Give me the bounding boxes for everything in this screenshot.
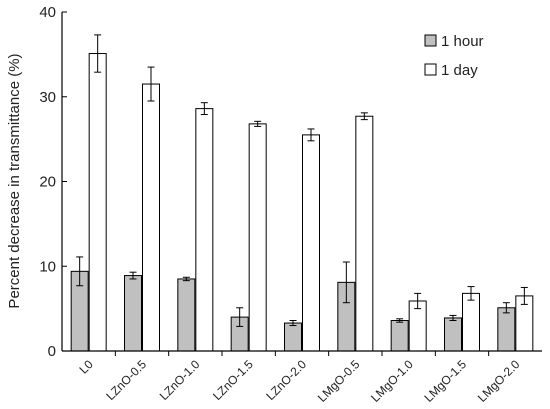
error-bar-1-hour-lmgo-2-0 <box>502 302 510 314</box>
x-tick-label-lzno-1-5: LZnO-1.5 <box>210 357 256 403</box>
error-bar-1-day-lzno-0-5 <box>147 66 155 102</box>
error-bar-1-hour-lmgo-1-5 <box>449 314 457 321</box>
bar-1-day-lmgo-1-5 <box>462 292 480 352</box>
x-tick-label-lmgo-2-0: LMgO-2.0 <box>475 357 523 405</box>
y-tick-label-40: 40 <box>39 4 56 21</box>
error-bar-1-day-lzno-1-0 <box>200 102 208 116</box>
bar-1-day-l0 <box>88 53 107 352</box>
error-bar-1-hour-lzno-0-5 <box>129 271 137 280</box>
y-axis-title: Percent decrease in transmittance (%) <box>6 53 23 308</box>
legend: 1 hour 1 day <box>424 33 484 79</box>
error-bar-1-day-lmgo-1-0 <box>414 292 422 310</box>
bar-1-hour-lmgo-1-0 <box>390 319 409 352</box>
x-tick-label-lmgo-0-5: LMgO-0.5 <box>315 357 363 405</box>
error-bar-1-hour-lmgo-0-5 <box>342 261 350 304</box>
error-bar-1-hour-lzno-2-0 <box>289 319 297 327</box>
error-bar-1-hour-l0 <box>76 256 84 287</box>
x-tick-label-l0: L0 <box>76 357 96 377</box>
error-bar-1-day-lmgo-0-5 <box>360 112 368 121</box>
error-bar-1-hour-lzno-1-5 <box>236 307 244 327</box>
bar-1-day-lzno-1-5 <box>248 123 267 352</box>
legend-label-1-hour: 1 hour <box>441 33 484 50</box>
error-bar-1-hour-lmgo-1-0 <box>396 318 404 323</box>
bar-1-hour-lmgo-1-5 <box>444 317 462 352</box>
y-tick-label-20: 20 <box>39 174 56 191</box>
x-tick-label-lzno-0-5: LZnO-0.5 <box>103 357 149 403</box>
x-tick-label-lmgo-1-5: LMgO-1.5 <box>421 357 469 405</box>
y-tick-label-30: 30 <box>39 89 56 106</box>
y-tick-label-0: 0 <box>48 343 56 360</box>
legend-swatch-1-hour <box>424 34 437 47</box>
error-bar-1-day-l0 <box>94 34 102 73</box>
bars-layer <box>70 53 534 352</box>
bar-1-day-lzno-1-0 <box>195 108 214 352</box>
x-tick-label-lzno-2-0: LZnO-2.0 <box>263 357 309 403</box>
error-bar-1-day-lzno-1-5 <box>254 120 262 127</box>
legend-label-1-day: 1 day <box>441 62 478 79</box>
bar-1-day-lzno-2-0 <box>302 134 320 352</box>
error-bar-1-hour-lzno-1-0 <box>182 276 190 282</box>
bar-1-hour-lmgo-2-0 <box>497 307 516 352</box>
legend-swatch-1-day <box>424 63 437 76</box>
bar-1-day-lzno-0-5 <box>142 83 160 352</box>
bar-1-day-lmgo-0-5 <box>355 115 374 352</box>
error-bar-1-day-lmgo-1-5 <box>467 286 475 301</box>
error-bars-layer <box>76 34 528 327</box>
x-tick-label-lmgo-1-0: LMgO-1.0 <box>368 357 416 405</box>
error-bar-1-day-lmgo-2-0 <box>520 286 528 305</box>
error-bar-1-day-lzno-2-0 <box>307 128 315 142</box>
bar-1-hour-lzno-0-5 <box>124 275 142 352</box>
bar-1-hour-lzno-2-0 <box>284 322 302 352</box>
bar-1-hour-lzno-1-0 <box>177 278 196 352</box>
y-tick-label-10: 10 <box>39 258 56 275</box>
x-tick-label-lzno-1-0: LZnO-1.0 <box>157 357 203 403</box>
